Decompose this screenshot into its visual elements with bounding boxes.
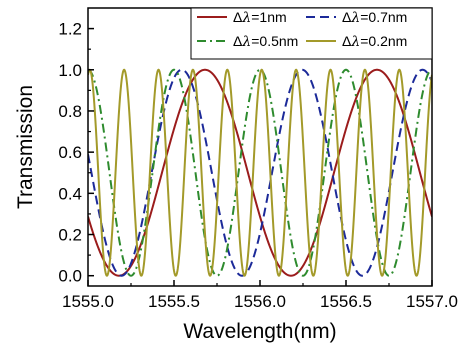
y-tick-label: 0.6 <box>58 143 82 162</box>
ticks-layer: 1555.0 1555.5 1556.0 1556.5 1557.0 0.0 0.2 0.4 0… <box>58 20 458 311</box>
x-tick-label: 1556.5 <box>320 292 372 311</box>
x-tick-label: 1557.0 <box>406 292 458 311</box>
y-axis-title: Transmission <box>14 85 37 209</box>
x-axis-title: Wavelength(nm) <box>183 320 336 343</box>
y-tick-label: 0.0 <box>58 267 82 286</box>
y-tick-label: 1.2 <box>58 20 82 39</box>
legend-label-2: Δλ=0.5nm <box>233 33 298 50</box>
series-layer <box>88 68 432 277</box>
series-line-2 <box>88 68 432 277</box>
y-tick-label: 0.4 <box>58 184 82 203</box>
series-line-0 <box>88 68 432 277</box>
series-line-3 <box>88 68 432 277</box>
x-tick-label: 1555.0 <box>62 292 114 311</box>
legend: Δλ=1nm Δλ=0.7nm Δλ=0.5nm Δλ=0.2nm <box>190 7 433 60</box>
y-tick-label: 1.0 <box>58 61 82 80</box>
y-tick-label: 0.8 <box>58 102 82 121</box>
x-tick-label: 1555.5 <box>148 292 200 311</box>
legend-label-3: Δλ=0.2nm <box>342 33 407 50</box>
x-tick-label: 1556.0 <box>234 292 286 311</box>
legend-label-0: Δλ=1nm <box>233 9 287 26</box>
legend-label-1: Δλ=0.7nm <box>342 9 407 26</box>
y-tick-label: 0.2 <box>58 226 82 245</box>
series-line-1 <box>88 68 432 277</box>
